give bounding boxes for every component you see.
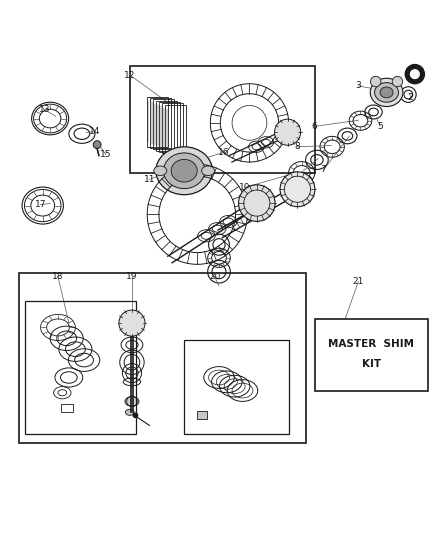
Text: 12: 12 — [124, 70, 135, 79]
Ellipse shape — [370, 78, 403, 107]
Bar — [25, 301, 136, 434]
Ellipse shape — [380, 87, 393, 98]
Bar — [60, 403, 73, 413]
Text: 20: 20 — [209, 272, 220, 281]
Text: 10: 10 — [239, 183, 251, 192]
Bar — [19, 273, 306, 443]
Text: 7: 7 — [321, 165, 326, 174]
Bar — [184, 341, 289, 434]
Circle shape — [133, 413, 138, 417]
Bar — [130, 66, 315, 173]
Circle shape — [119, 310, 145, 336]
Ellipse shape — [154, 166, 167, 175]
Circle shape — [93, 141, 101, 149]
Ellipse shape — [374, 83, 399, 102]
Circle shape — [280, 172, 315, 207]
Bar — [197, 411, 207, 419]
Text: 5: 5 — [377, 122, 383, 131]
Ellipse shape — [125, 409, 134, 415]
Ellipse shape — [125, 397, 139, 406]
Text: 14: 14 — [89, 127, 101, 136]
Circle shape — [275, 119, 300, 146]
Text: 2: 2 — [408, 93, 413, 102]
Ellipse shape — [201, 166, 215, 175]
Text: 17: 17 — [35, 200, 46, 209]
Text: 9: 9 — [286, 179, 292, 188]
Circle shape — [410, 70, 419, 78]
Text: MASTER  SHIM: MASTER SHIM — [328, 339, 414, 349]
Circle shape — [405, 64, 424, 84]
Text: KIT: KIT — [362, 359, 381, 369]
Text: 21: 21 — [353, 277, 364, 286]
Circle shape — [392, 76, 403, 87]
Text: 11: 11 — [144, 175, 155, 184]
Text: 16: 16 — [218, 148, 229, 157]
Text: 1: 1 — [417, 66, 422, 75]
Ellipse shape — [163, 153, 205, 189]
Text: 8: 8 — [294, 142, 300, 151]
Ellipse shape — [171, 159, 197, 182]
Text: 18: 18 — [52, 272, 64, 281]
Text: 6: 6 — [312, 122, 318, 131]
Circle shape — [239, 185, 275, 221]
Ellipse shape — [156, 147, 212, 195]
Text: 15: 15 — [100, 150, 112, 159]
Text: 13: 13 — [39, 106, 51, 114]
Bar — [315, 319, 428, 391]
Text: 19: 19 — [126, 272, 138, 281]
Text: 3: 3 — [355, 82, 361, 91]
Circle shape — [371, 76, 381, 87]
